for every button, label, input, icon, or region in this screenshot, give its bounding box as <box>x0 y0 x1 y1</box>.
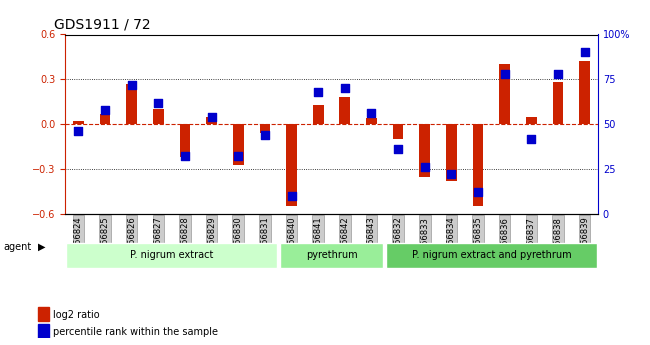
Bar <box>99 114 111 124</box>
Bar <box>419 124 430 177</box>
Point <box>287 193 297 199</box>
Bar <box>126 84 137 124</box>
Bar <box>206 117 217 124</box>
Bar <box>233 124 244 165</box>
Point <box>313 89 324 95</box>
FancyBboxPatch shape <box>280 243 384 268</box>
Bar <box>179 124 190 157</box>
Point <box>500 71 510 77</box>
Point <box>179 154 190 159</box>
Bar <box>526 117 537 124</box>
Bar <box>473 124 484 206</box>
Text: log2 ratio: log2 ratio <box>53 310 99 319</box>
Text: P. nigrum extract: P. nigrum extract <box>130 250 213 260</box>
Point <box>580 50 590 55</box>
Point <box>259 132 270 138</box>
FancyBboxPatch shape <box>386 243 597 268</box>
Bar <box>313 105 324 124</box>
Bar <box>366 118 377 124</box>
Point <box>73 129 83 134</box>
Bar <box>73 121 84 124</box>
Bar <box>446 124 457 181</box>
FancyBboxPatch shape <box>66 243 277 268</box>
Bar <box>499 65 510 124</box>
Point <box>553 71 564 77</box>
Point <box>100 107 110 112</box>
Text: P. nigrum extract and pyrethrum: P. nigrum extract and pyrethrum <box>411 250 571 260</box>
Point <box>420 165 430 170</box>
Bar <box>259 124 270 133</box>
Point <box>526 136 537 141</box>
Point <box>446 172 456 177</box>
Bar <box>552 82 564 124</box>
Point <box>153 100 164 106</box>
Text: GDS1911 / 72: GDS1911 / 72 <box>55 18 151 32</box>
Point <box>206 114 216 120</box>
Point <box>339 86 350 91</box>
Text: pyrethrum: pyrethrum <box>306 250 358 260</box>
Bar <box>38 324 49 338</box>
Point <box>473 190 484 195</box>
Point <box>126 82 137 88</box>
Bar <box>579 61 590 124</box>
Bar <box>393 124 404 139</box>
Text: ▶: ▶ <box>38 242 46 252</box>
Bar <box>38 307 49 321</box>
Bar <box>286 124 297 206</box>
Point <box>393 147 403 152</box>
Bar <box>339 97 350 124</box>
Text: percentile rank within the sample: percentile rank within the sample <box>53 327 218 337</box>
Point <box>367 111 377 116</box>
Point <box>233 154 244 159</box>
Text: agent: agent <box>3 242 31 252</box>
Bar <box>153 109 164 124</box>
